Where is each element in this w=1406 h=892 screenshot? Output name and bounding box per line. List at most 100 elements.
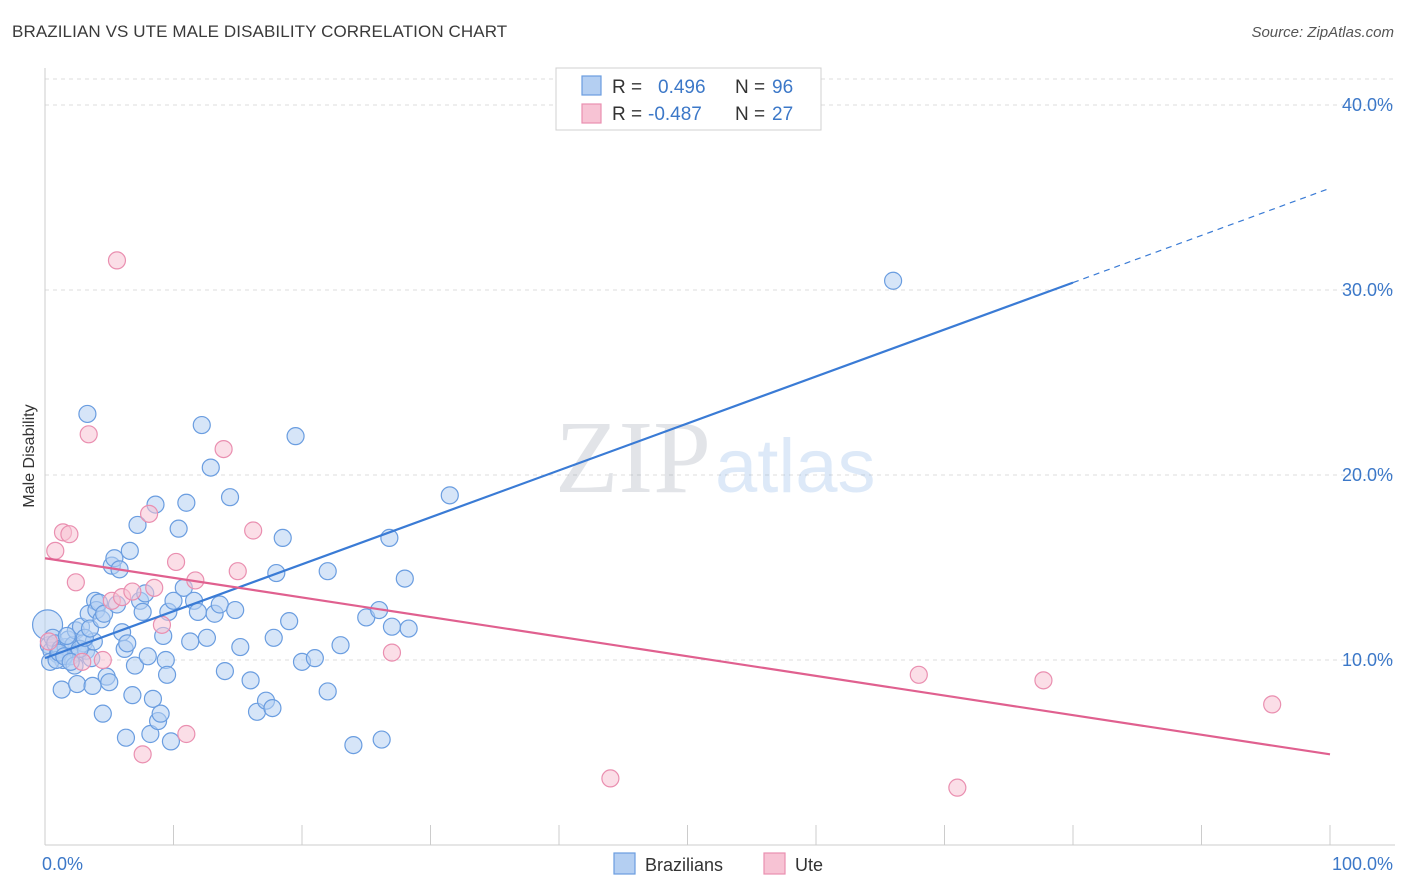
legend-r-value-ute: -0.487 <box>648 104 702 125</box>
legend-bottom-swatch-ute <box>763 852 786 875</box>
trend-line-brazilians <box>44 281 1074 660</box>
legend-n-label-ute: N = <box>735 104 765 125</box>
point-brazilians-44 <box>125 656 145 675</box>
chart-title: BRAZILIAN VS UTE MALE DISABILITY CORRELA… <box>12 22 508 41</box>
legend-bottom-swatch-brazilians <box>613 852 636 875</box>
point-brazilians-87 <box>344 735 363 755</box>
legend-n-label-brazilians: N = <box>735 77 765 98</box>
point-ute-21 <box>244 521 263 540</box>
watermark: ZIP atlas <box>555 400 876 515</box>
point-ute-20 <box>228 562 247 581</box>
point-ute-24 <box>909 665 928 684</box>
point-brazilians-68 <box>201 458 220 477</box>
point-brazilians-98 <box>157 665 177 684</box>
point-brazilians-92 <box>78 404 97 424</box>
legend-bottom-label-ute: Ute <box>795 855 823 875</box>
point-ute-1 <box>46 541 65 560</box>
y-tick-label-3: 40.0% <box>1342 95 1393 115</box>
axes <box>44 68 1395 846</box>
point-brazilians-95 <box>83 676 102 696</box>
point-brazilians-78 <box>263 698 282 718</box>
point-brazilians-96 <box>93 704 112 723</box>
point-ute-16 <box>166 552 186 572</box>
point-ute-6 <box>79 425 98 444</box>
point-ute-3 <box>60 525 79 544</box>
x-tick-label-0: 0.0% <box>42 854 83 874</box>
point-brazilians-100 <box>318 562 337 581</box>
x-tick-label-1: 100.0% <box>1332 854 1393 874</box>
point-ute-11 <box>123 582 142 601</box>
point-brazilians-73 <box>226 600 245 620</box>
point-brazilians-34 <box>100 673 119 692</box>
legend-top: R = 0.496 N = 96 R = -0.487 N = 27 <box>555 67 822 131</box>
point-brazilians-84 <box>305 649 324 668</box>
point-brazilians-103 <box>399 619 418 638</box>
point-ute-23 <box>601 769 620 788</box>
point-brazilians-43 <box>123 686 142 705</box>
point-brazilians-75 <box>241 671 260 690</box>
data-points <box>31 251 1282 797</box>
legend-n-value-ute: 27 <box>772 104 793 125</box>
point-brazilians-70 <box>210 595 229 614</box>
trend-line-ute <box>44 557 1331 756</box>
y-axis-label: Male Disability <box>21 404 38 507</box>
point-ute-25 <box>948 778 967 797</box>
point-ute-4 <box>66 573 85 592</box>
point-brazilians-81 <box>280 612 299 631</box>
y-tick-label-1: 20.0% <box>1342 465 1393 485</box>
legend-n-value-brazilians: 96 <box>772 77 793 98</box>
point-brazilians-42 <box>120 541 139 560</box>
point-brazilians-63 <box>181 632 200 651</box>
point-brazilians-67 <box>197 628 217 647</box>
point-brazilians-107 <box>57 626 76 646</box>
point-brazilians-49 <box>138 647 157 666</box>
y-tick-label-2: 30.0% <box>1342 280 1393 300</box>
point-brazilians-94 <box>68 674 87 694</box>
point-brazilians-82 <box>286 427 305 446</box>
point-brazilians-60 <box>169 519 188 538</box>
point-brazilians-47 <box>133 602 152 622</box>
watermark-atlas: atlas <box>715 424 876 509</box>
point-brazilians-62 <box>177 493 196 512</box>
legend-swatch-ute <box>581 103 602 124</box>
point-brazilians-74 <box>231 637 250 657</box>
point-brazilians-93 <box>52 680 71 699</box>
tick-labels: 10.0% 20.0% 30.0% 40.0% 0.0% 100.0% <box>42 95 1393 874</box>
point-ute-17 <box>177 724 196 744</box>
series-brazilians <box>31 271 903 755</box>
point-ute-15 <box>152 615 172 634</box>
point-brazilians-104 <box>440 486 459 505</box>
point-brazilians-41 <box>118 634 137 653</box>
point-brazilians-86 <box>331 636 350 655</box>
legend-r-label-brazilians: R = <box>612 77 642 98</box>
grid-lines <box>45 78 1395 661</box>
point-ute-13 <box>139 504 159 523</box>
point-ute-14 <box>145 578 164 597</box>
point-brazilians-101 <box>372 730 391 749</box>
point-ute-0 <box>39 632 58 651</box>
y-tick-label-0: 10.0% <box>1342 650 1393 670</box>
point-ute-22 <box>382 643 402 662</box>
point-brazilians-99 <box>264 628 283 647</box>
point-brazilians-45 <box>128 515 147 535</box>
point-ute-5 <box>73 652 92 671</box>
point-brazilians-54 <box>151 704 170 723</box>
series-ute <box>39 251 1282 797</box>
point-brazilians-72 <box>220 488 240 507</box>
point-brazilians-97 <box>116 728 136 747</box>
legend-r-label-ute: R = <box>612 104 642 125</box>
point-ute-12 <box>133 745 152 764</box>
watermark-zip: ZIP <box>555 400 711 515</box>
point-brazilians-59 <box>164 591 183 610</box>
legend-bottom: Brazilians Ute <box>613 852 823 875</box>
legend-r-value-brazilians: 0.496 <box>658 77 706 98</box>
point-ute-7 <box>93 650 112 670</box>
point-brazilians-85 <box>318 682 337 701</box>
point-ute-19 <box>214 440 233 459</box>
point-brazilians-58 <box>161 732 181 751</box>
legend-swatch-brazilians <box>581 75 602 96</box>
point-ute-27 <box>1263 695 1282 714</box>
trend-lines <box>44 187 1331 756</box>
point-brazilians-105 <box>883 271 903 290</box>
